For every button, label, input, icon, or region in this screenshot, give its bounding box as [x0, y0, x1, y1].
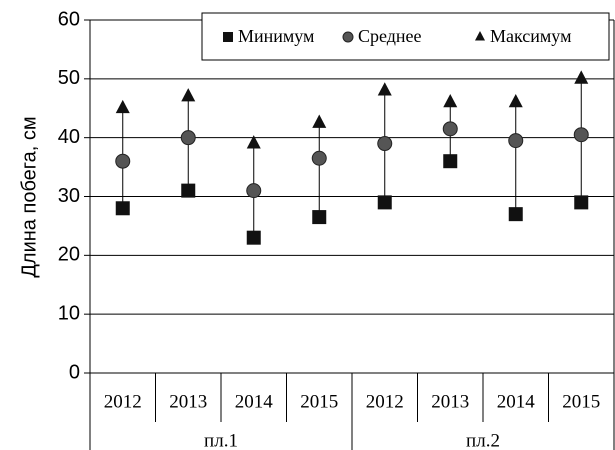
- marker-triangle: [312, 114, 327, 128]
- marker-circle: [442, 121, 458, 137]
- y-tick-label: 40: [58, 126, 80, 148]
- marker-triangle: [377, 82, 392, 96]
- y-tick-label: 10: [58, 302, 80, 324]
- x-tick-label: 2014: [497, 391, 536, 412]
- marker-square: [443, 154, 458, 169]
- group-label: пл.1: [204, 430, 238, 450]
- y-tick-label: 60: [58, 8, 80, 30]
- legend-marker: [342, 31, 354, 43]
- y-tick-label: 30: [58, 185, 80, 207]
- marker-circle: [573, 127, 589, 143]
- marker-square: [508, 207, 523, 222]
- x-tick-label: 2012: [104, 391, 142, 412]
- x-tick-label: 2012: [366, 391, 404, 412]
- marker-square: [246, 230, 261, 245]
- marker-square: [115, 201, 130, 216]
- y-tick-label: 0: [69, 361, 80, 383]
- x-tick-label: 2015: [300, 391, 338, 412]
- marker-square: [574, 195, 589, 210]
- marker-circle: [115, 153, 131, 169]
- marker-circle: [377, 136, 393, 152]
- marker-triangle: [246, 135, 261, 149]
- marker-square: [377, 195, 392, 210]
- marker-triangle: [115, 99, 130, 114]
- marker-triangle: [508, 93, 523, 108]
- legend-label: Минимум: [238, 26, 314, 46]
- group-label: пл.2: [466, 430, 500, 450]
- x-tick-label: 2013: [431, 391, 469, 412]
- marker-circle: [311, 150, 327, 166]
- marker-square: [181, 183, 196, 198]
- marker-square: [312, 210, 327, 225]
- marker-triangle: [181, 88, 196, 102]
- marker-circle: [246, 183, 262, 199]
- y-tick-label: 20: [58, 244, 80, 266]
- legend-label: Максимум: [490, 26, 571, 46]
- legend-marker: [223, 32, 233, 42]
- y-tick-label: 50: [58, 67, 80, 89]
- x-tick-label: 2015: [562, 391, 600, 412]
- marker-triangle: [574, 70, 589, 84]
- marker-circle: [508, 133, 524, 149]
- y-axis-label: Длина побега, см: [18, 116, 40, 277]
- x-tick-label: 2013: [169, 391, 207, 412]
- marker-circle: [180, 130, 196, 146]
- legend-label: Среднее: [358, 26, 422, 46]
- legend-box: [201, 12, 610, 61]
- x-tick-label: 2014: [235, 391, 274, 412]
- marker-triangle: [443, 93, 458, 108]
- legend-marker: [475, 31, 485, 41]
